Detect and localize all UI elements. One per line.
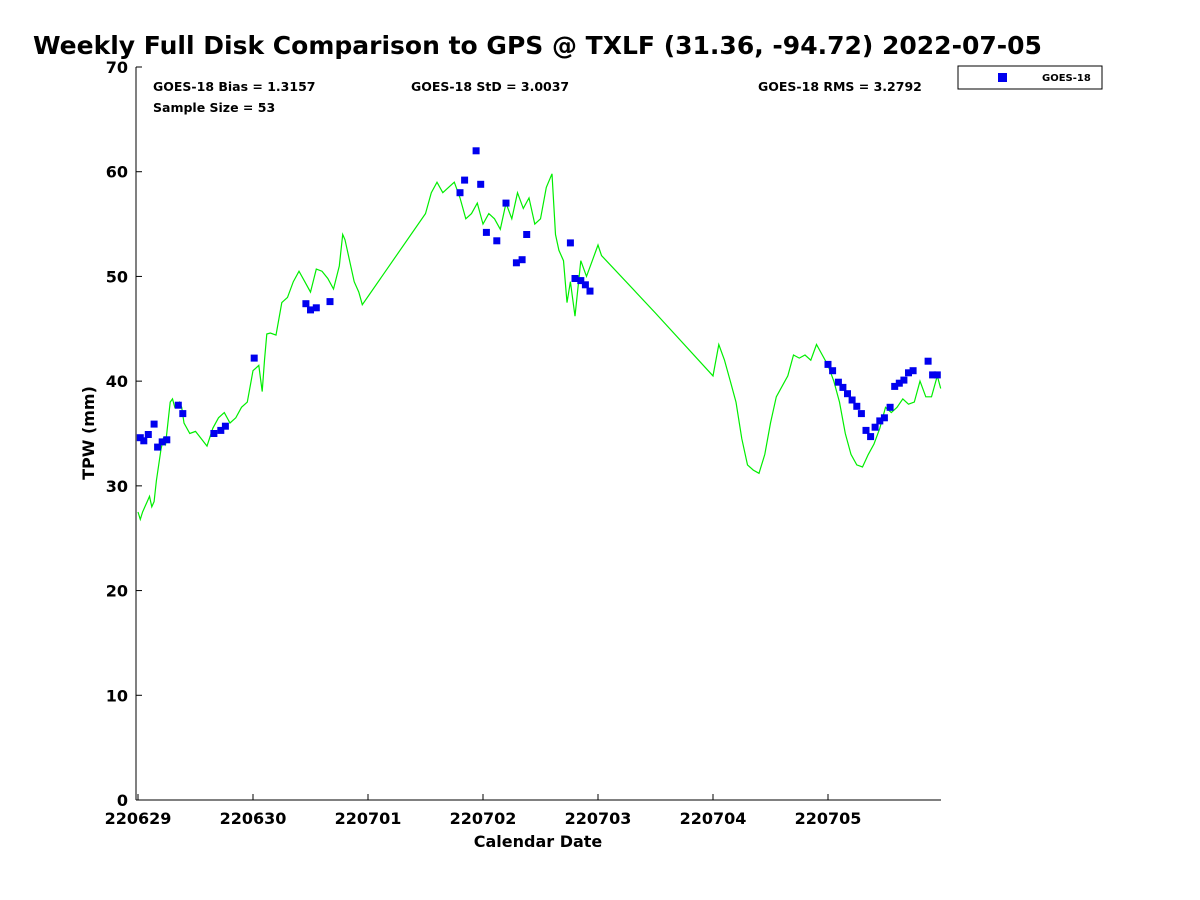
goes-18-point [905, 369, 912, 377]
goes-18-point [158, 438, 166, 446]
goes-18-point [848, 396, 856, 404]
y-tick-label: 10 [106, 686, 128, 705]
goes-18-point [880, 414, 888, 422]
y-tick-label: 30 [106, 477, 128, 496]
goes-18-point [933, 371, 941, 379]
y-tick-label: 20 [106, 582, 128, 601]
goes-18-point [929, 371, 937, 379]
goes-18-point [900, 376, 908, 384]
y-ticks: 0 10 20 30 40 50 60 70 [106, 58, 142, 810]
goes-18-point [512, 259, 520, 267]
goes-18-point [174, 401, 182, 409]
x-tick-label: 220703 [565, 809, 632, 828]
goes-18-point [895, 379, 903, 387]
y-axis-label: TPW (mm) [79, 386, 98, 480]
x-ticks: 220629 220630 220701 220702 220703 220704 2207… [105, 794, 862, 828]
goes-18-point [577, 277, 585, 285]
goes-18-point [839, 383, 847, 391]
goes-18-point [154, 443, 162, 451]
goes-18-point [472, 147, 480, 155]
stat-std: GOES-18 StD = 3.0037 [411, 79, 569, 94]
goes-18-point [891, 382, 899, 390]
y-tick-label: 60 [106, 163, 128, 182]
goes-18-point [461, 176, 469, 184]
goes-18-point [581, 281, 589, 289]
goes-18-point [217, 426, 225, 434]
goes-18-point [924, 357, 932, 365]
goes-18-point [876, 417, 884, 425]
goes-18-point [150, 420, 158, 428]
legend: GOES-18 [957, 65, 1103, 90]
legend-label-goes-18: GOES-18 [1042, 73, 1091, 84]
goes-18-point [586, 287, 594, 295]
goes-18-point [210, 430, 218, 437]
goes-18-point [221, 422, 229, 430]
goes-18-point [179, 410, 187, 418]
goes-18-point [307, 306, 314, 314]
goes-18-point [326, 298, 334, 306]
goes-18-point [829, 367, 837, 375]
gps-tpw-line [137, 173, 942, 522]
goes-18-point [144, 431, 152, 438]
goes-18-point [862, 426, 870, 434]
goes-18-point [909, 367, 917, 375]
x-tick-label: 220629 [105, 809, 172, 828]
goes-18-point [518, 256, 526, 264]
stat-rms: GOES-18 RMS = 3.2792 [758, 79, 922, 94]
goes-18-point [857, 410, 865, 418]
x-tick-label: 220704 [680, 809, 747, 828]
x-tick-label: 220701 [335, 809, 402, 828]
goes-18-point [312, 304, 320, 312]
goes-18-point [140, 437, 148, 445]
x-tick-label: 220702 [450, 809, 517, 828]
goes-18-point [502, 199, 510, 207]
goes-18-point [824, 360, 832, 368]
goes-18-point [456, 189, 464, 197]
x-tick-label: 220705 [795, 809, 862, 828]
x-axis-label: Calendar Date [474, 832, 603, 851]
stat-bias: GOES-18 Bias = 1.3157 [153, 79, 315, 94]
goes-18-point [566, 239, 574, 247]
goes-18-point [844, 390, 851, 398]
series-layer [136, 147, 942, 522]
goes-18-point [867, 433, 875, 441]
goes-18-point [871, 423, 879, 431]
stat-sample-size: Sample Size = 53 [153, 100, 275, 115]
y-tick-label: 50 [106, 267, 128, 286]
x-tick-label: 220630 [220, 809, 287, 828]
goes-18-point [250, 354, 258, 362]
goes-18-point [523, 231, 531, 238]
goes-18-point [853, 402, 861, 410]
legend-box [957, 65, 1103, 90]
legend-marker-goes-18 [998, 73, 1007, 82]
goes-18-point [834, 378, 842, 386]
y-tick-label: 0 [117, 791, 128, 810]
goes-18-point [477, 180, 485, 188]
goes-18-point [493, 237, 501, 245]
y-tick-label: 70 [106, 58, 128, 77]
goes-18-point [886, 403, 894, 411]
goes-18-point [482, 228, 490, 236]
goes-18-point [302, 300, 310, 308]
goes-18-point [571, 275, 579, 282]
plot-area [135, 67, 941, 801]
chart-title: Weekly Full Disk Comparison to GPS @ TXL… [33, 31, 1042, 60]
goes-18-point [163, 436, 171, 444]
y-tick-label: 40 [106, 372, 128, 391]
